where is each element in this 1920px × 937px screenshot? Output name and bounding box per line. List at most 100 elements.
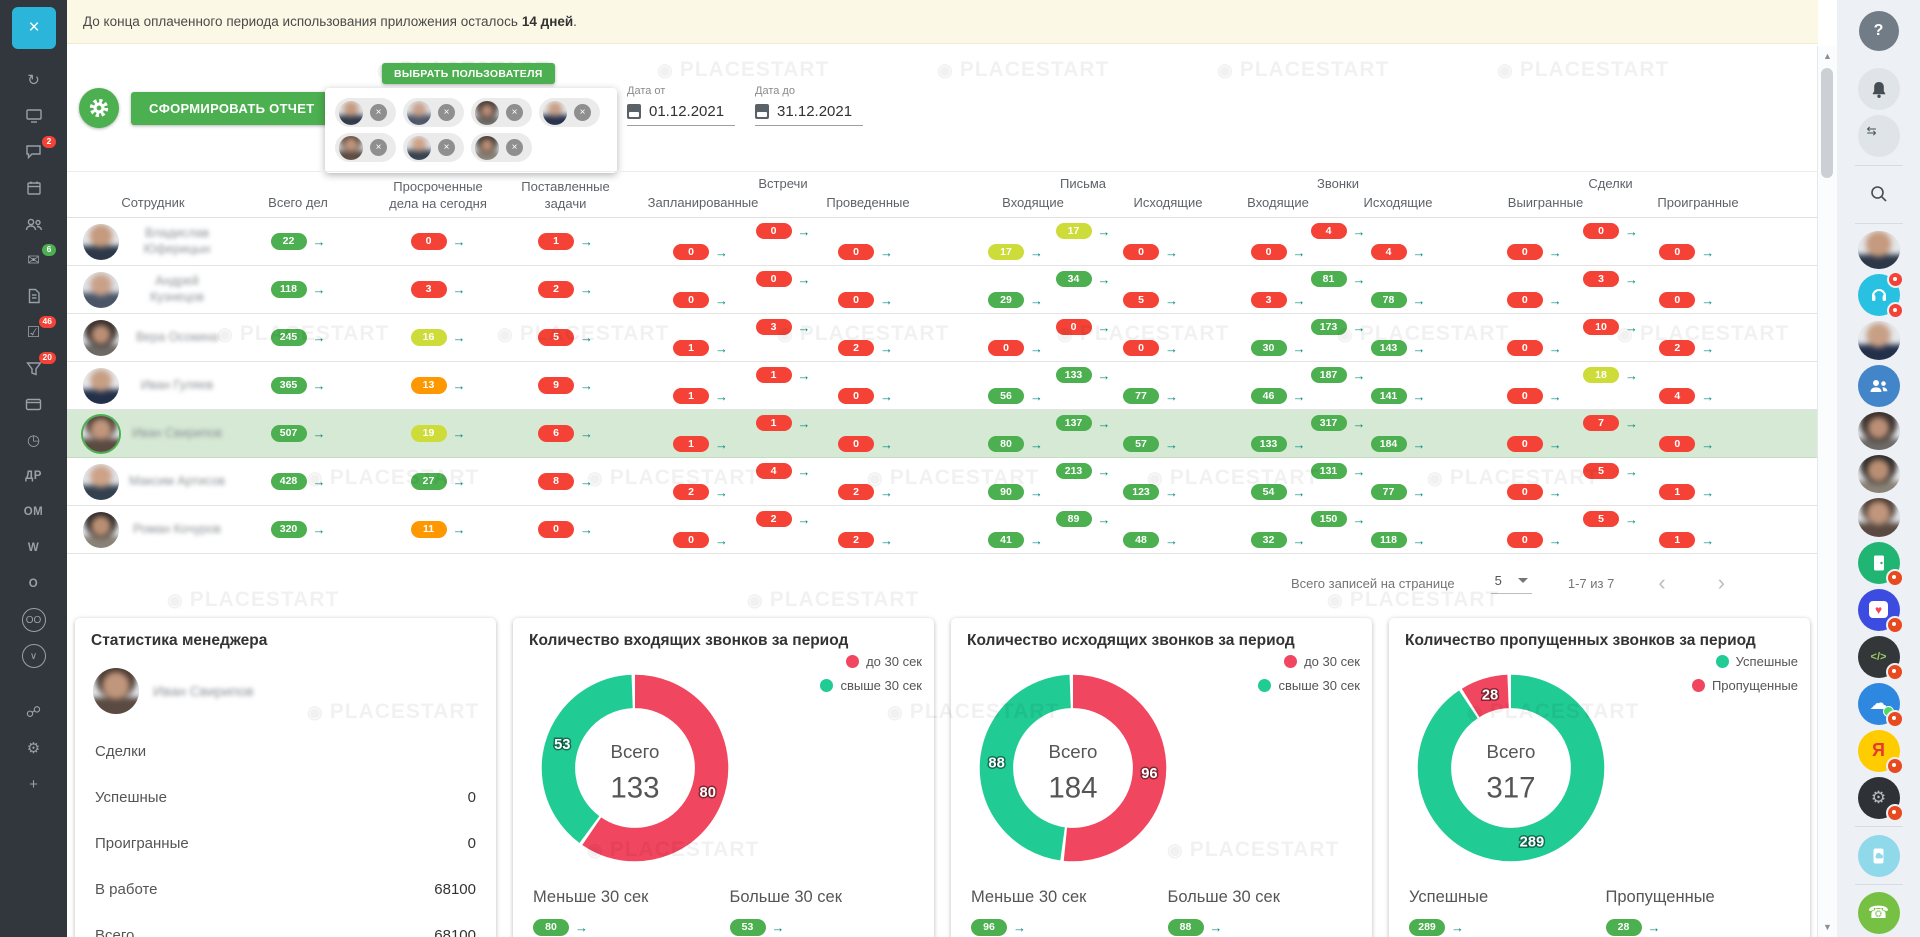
deals-total-link[interactable]: 18 → [1583, 366, 1638, 384]
sidebar-item-w[interactable]: W [27, 542, 40, 554]
calls-out-link[interactable]: 143 → [1370, 339, 1426, 357]
meetings-planned-link[interactable]: 2 → [673, 483, 728, 501]
meetings-total-link[interactable]: 3 → [755, 318, 811, 336]
likes-app-button[interactable]: ♥ [1857, 588, 1904, 634]
letters-total-link[interactable]: 0 → [1055, 318, 1111, 336]
assigned-tasks-link[interactable]: 8 → [538, 473, 593, 490]
letters-total-link[interactable]: 213 → [1055, 462, 1111, 480]
sidebar-item-desktop[interactable] [0, 98, 67, 134]
calls-in-link[interactable]: 54 → [1250, 483, 1306, 501]
assigned-tasks-link[interactable]: 1 → [538, 233, 593, 250]
overdue-deals-link[interactable]: 0 → [410, 233, 466, 250]
scroll-up-icon[interactable]: ▲ [1823, 51, 1832, 61]
user-chip[interactable]: × [471, 133, 532, 162]
overdue-deals-link[interactable]: 16 → [410, 329, 466, 346]
deals-lost-link[interactable]: 0 → [1659, 435, 1714, 453]
calls-in-link[interactable]: 133 → [1250, 435, 1306, 453]
letters-in-link[interactable]: 17 → [988, 243, 1043, 261]
user-chip[interactable]: × [539, 98, 600, 127]
total-deals-link[interactable]: 428 → [270, 473, 326, 490]
sidebar-item-integrations[interactable]: ☍ [0, 694, 67, 730]
remove-user-icon[interactable]: × [506, 139, 523, 156]
letters-total-link[interactable]: 89 → [1055, 510, 1111, 528]
letters-in-link[interactable]: 29 → [988, 291, 1043, 309]
user-avatar[interactable] [1857, 411, 1900, 451]
meetings-held-link[interactable]: 2 → [838, 483, 893, 501]
meetings-held-link[interactable]: 0 → [838, 435, 893, 453]
deals-total-link[interactable]: 7 → [1583, 414, 1638, 432]
table-row[interactable]: Максим Артисов 428 → 27 → 8 → 4 → 2 → 2 → 213 → 90… [67, 458, 1818, 506]
calls-out-link[interactable]: 4 → [1370, 243, 1426, 261]
deals-lost-link[interactable]: 4 → [1659, 387, 1714, 405]
overdue-deals-link[interactable]: 27 → [410, 473, 466, 490]
meetings-total-link[interactable]: 4 → [755, 462, 811, 480]
letters-total-link[interactable]: 133 → [1055, 366, 1111, 384]
calls-out-link[interactable]: 141 → [1370, 387, 1426, 405]
total-deals-link[interactable]: 245 → [270, 329, 326, 346]
deals-won-link[interactable]: 0 → [1506, 387, 1562, 405]
vertical-scrollbar[interactable]: ▲ ▼ [1817, 46, 1837, 937]
user-avatar[interactable] [1857, 498, 1900, 537]
calls-total-link[interactable]: 131 → [1310, 462, 1366, 480]
remove-user-icon[interactable]: × [506, 104, 523, 121]
letters-out-link[interactable]: 123 → [1123, 483, 1178, 501]
cloud-messenger-app-button[interactable]: ☁ [1857, 682, 1904, 728]
meetings-total-link[interactable]: 2 → [755, 510, 811, 528]
table-row[interactable]: Андрей Кузнецов 118 → 3 → 2 → 0 → 0 → 0 → 34 → 29 →… [67, 266, 1818, 314]
letters-in-link[interactable]: 56 → [988, 387, 1043, 405]
calls-total-link[interactable]: 150 → [1310, 510, 1366, 528]
sidebar-item-documents[interactable] [0, 278, 67, 314]
user-avatar[interactable] [1857, 231, 1900, 270]
table-row[interactable]: Вера Осокина 245 → 16 → 5 → 3 → 1 → 2 → 0 → 0 → 0 → 1… [67, 314, 1818, 362]
assigned-tasks-link[interactable]: 0 → [538, 521, 593, 538]
overdue-deals-link[interactable]: 13 → [410, 377, 466, 394]
remove-user-icon[interactable]: × [438, 104, 455, 121]
calls-in-link[interactable]: 32 → [1250, 531, 1306, 549]
deals-total-link[interactable]: 3 → [1583, 270, 1638, 288]
sidebar-item-settings[interactable]: ⚙ [0, 730, 67, 766]
assigned-tasks-link[interactable]: 5 → [538, 329, 593, 346]
calls-out-link[interactable]: 118 → [1370, 531, 1426, 549]
user-avatar[interactable] [1857, 455, 1900, 494]
remove-user-icon[interactable]: × [370, 104, 387, 121]
table-row[interactable]: Роман Кочуров 320 → 11 → 0 → 2 → 0 → 2 → 89 → 41 → 4… [67, 506, 1818, 554]
deals-total-link[interactable]: 5 → [1583, 510, 1638, 528]
sidebar-item-oo-profile[interactable]: ОО [0, 602, 67, 638]
calls-total-link[interactable]: 173 → [1310, 318, 1366, 336]
sidebar-item-payments[interactable] [0, 386, 67, 422]
overdue-deals-link[interactable]: 3 → [410, 281, 466, 298]
assigned-tasks-link[interactable]: 2 → [538, 281, 593, 298]
calls-app-button[interactable]: ☎ [1857, 892, 1900, 935]
meetings-total-link[interactable]: 0 → [755, 222, 811, 240]
sidebar-item-mail[interactable]: ✉ 6 [0, 242, 67, 278]
meetings-total-link[interactable]: 1 → [755, 414, 811, 432]
calls-total-link[interactable]: 187 → [1310, 366, 1366, 384]
meetings-held-link[interactable]: 0 → [838, 387, 893, 405]
table-row[interactable]: Иван Гуляев 365 → 13 → 9 → 1 → 1 → 0 → 133 → 56 → 77… [67, 362, 1818, 410]
code-app-button[interactable]: </> [1857, 635, 1904, 681]
meetings-planned-link[interactable]: 1 → [673, 387, 728, 405]
user-chip[interactable]: × [403, 98, 464, 127]
total-deals-link[interactable]: 22 → [270, 233, 326, 250]
calls-in-link[interactable]: 30 → [1250, 339, 1306, 357]
deals-won-link[interactable]: 0 → [1506, 435, 1562, 453]
meetings-held-link[interactable]: 2 → [838, 339, 893, 357]
meetings-held-link[interactable]: 2 → [838, 531, 893, 549]
calls-total-link[interactable]: 317 → [1310, 414, 1366, 432]
total-deals-link[interactable]: 365 → [270, 377, 326, 394]
community-app-button[interactable] [1857, 364, 1900, 407]
page-size-select[interactable]: 5 [1490, 573, 1532, 594]
calls-in-link[interactable]: 46 → [1250, 387, 1306, 405]
sidebar-item-add[interactable]: + [0, 766, 67, 802]
meetings-planned-link[interactable]: 0 → [673, 291, 728, 309]
letters-total-link[interactable]: 17 → [1055, 222, 1111, 240]
letters-out-link[interactable]: 57 → [1123, 435, 1178, 453]
assigned-tasks-link[interactable]: 6 → [538, 425, 593, 442]
remove-user-icon[interactable]: × [438, 139, 455, 156]
table-row-selected[interactable]: Иван Свирипов 507 → 19 → 6 → 1 → 1 → 0 → 137 → 80 →… [67, 410, 1818, 458]
sidebar-item-more[interactable]: ∨ [0, 638, 67, 674]
generate-report-button[interactable]: СФОРМИРОВАТЬ ОТЧЕТ [131, 92, 333, 125]
deals-lost-link[interactable]: 2 → [1659, 339, 1714, 357]
date-to-input[interactable]: 31.12.2021 [755, 103, 863, 126]
sidebar-item-dr[interactable]: ДР [25, 470, 42, 482]
